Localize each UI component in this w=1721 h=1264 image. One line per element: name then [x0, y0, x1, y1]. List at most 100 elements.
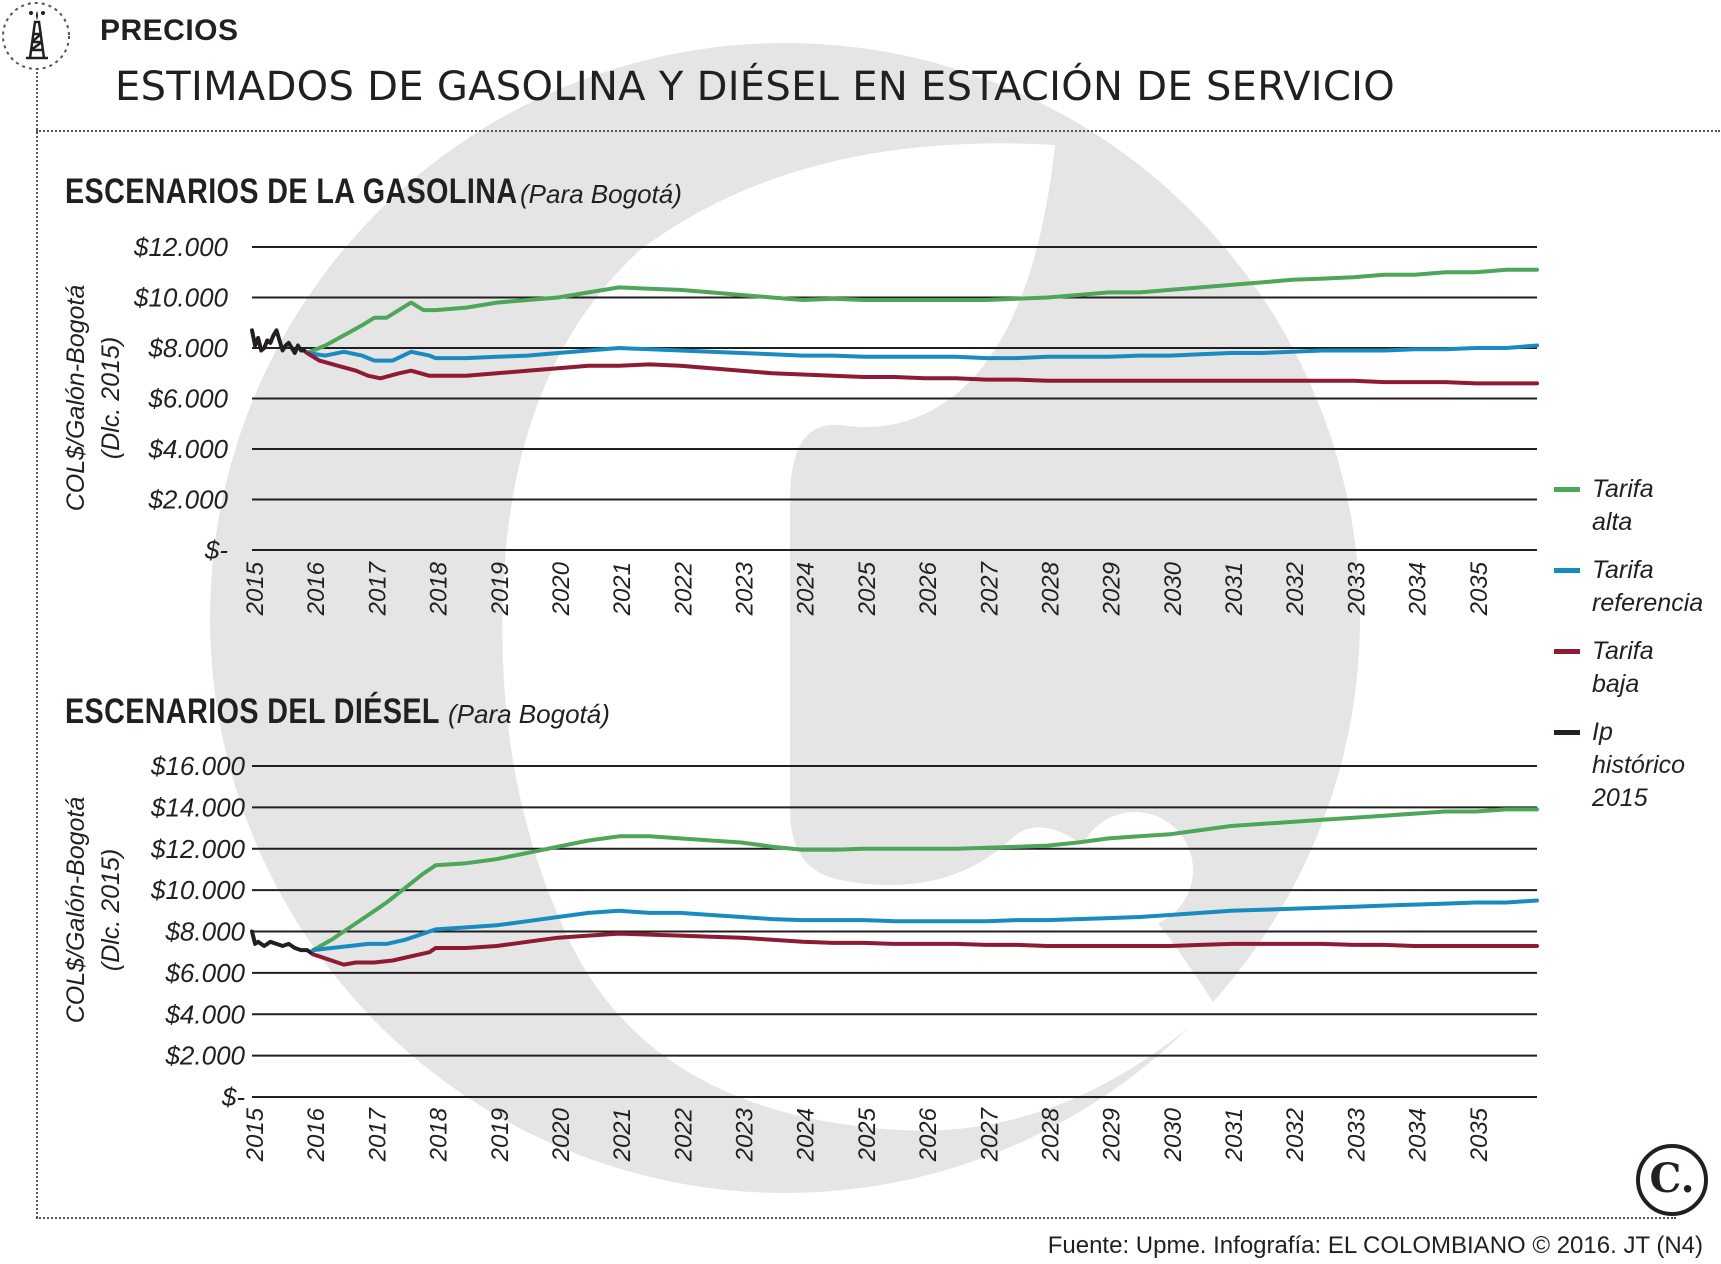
- diesel-x-tick-label: 2022: [670, 1108, 697, 1162]
- gasolina-y-tick-label: $2.000: [147, 485, 228, 515]
- diesel-x-tick-label: 2032: [1282, 1108, 1309, 1162]
- brand-logo-letter: C.: [1649, 1155, 1695, 1202]
- diesel-x-tick-label: 2035: [1466, 1107, 1493, 1162]
- watermark-letter: [502, 143, 1216, 1131]
- diesel-x-tick-label: 2033: [1343, 1107, 1370, 1162]
- gasolina-x-tick-label: 2020: [548, 561, 575, 616]
- section-label: PRECIOS: [100, 14, 239, 47]
- gasolina-x-tick-label: 2017: [364, 560, 391, 616]
- brand-logo: C.: [1636, 1144, 1708, 1216]
- frame-top: [36, 130, 1720, 132]
- diesel-x-tick-label: 2031: [1221, 1108, 1248, 1162]
- diesel-y-tick-label: $16.000: [150, 751, 246, 781]
- diesel-y-axis-label: (Dlc. 2015): [97, 849, 125, 971]
- legend-swatch-baja: [1554, 649, 1580, 654]
- chart-diesel-title: ESCENARIOS DEL DIÉSEL: [65, 692, 440, 731]
- diesel-x-tick-label: 2030: [1160, 1107, 1187, 1162]
- chart-diesel-subtitle: (Para Bogotá): [448, 699, 610, 729]
- diesel-x-tick-label: 2028: [1037, 1107, 1064, 1162]
- oil-derrick-icon: [2, 2, 70, 70]
- diesel-x-tick-label: 2015: [242, 1107, 269, 1162]
- diesel-series-referencia: [311, 898, 1539, 953]
- gasolina-x-tick-label: 2034: [1405, 562, 1432, 616]
- legend-label-alta-2: alta: [1592, 508, 1633, 536]
- diesel-x-tick-label: 2016: [303, 1107, 330, 1162]
- gasolina-x-tick-label: 2027: [976, 560, 1003, 616]
- gasolina-series-baja: [305, 351, 1539, 386]
- chart-gasolina-heading: ESCENARIOS DE LA GASOLINA: [65, 172, 617, 212]
- diesel-x-tick-label: 2029: [1099, 1108, 1126, 1162]
- legend-label-baja-1: Tarifa: [1592, 637, 1654, 665]
- watermark-dot: [1077, 812, 1193, 928]
- gasolina-series-alta: [305, 267, 1539, 355]
- diesel-series-alta: [311, 807, 1539, 953]
- diesel-x-tick-label: 2027: [976, 1106, 1003, 1162]
- diesel-y-tick-label: $12.000: [150, 834, 246, 864]
- gasolina-x-tick-label: 2030: [1160, 561, 1187, 616]
- diesel-x-tick-label: 2017: [364, 1106, 391, 1162]
- legend-swatch-alta: [1554, 487, 1580, 492]
- legend: Tarifa alta Tarifa referencia Tarifa baj…: [1554, 473, 1719, 813]
- diesel-x-tick-label: 2021: [609, 1108, 636, 1162]
- legend-label-historico-1: Ip: [1592, 718, 1613, 746]
- gasolina-y-axis-label: (Dlc. 2015): [97, 337, 125, 459]
- gasolina-x-tick-label: 2028: [1037, 561, 1064, 616]
- gasolina-y-tick-label: $6.000: [147, 384, 228, 414]
- diesel-y-axis-label: COL$/Galón-Bogotá: [62, 797, 90, 1024]
- frame-left: [36, 68, 38, 1218]
- diesel-y-tick-label: $4.000: [164, 999, 245, 1029]
- gasolina-y-tick-label: $4.000: [147, 434, 228, 464]
- gasolina-x-tick-label: 2033: [1343, 561, 1370, 616]
- gasolina-x-tick-label: 2031: [1221, 562, 1248, 616]
- legend-swatch-referencia: [1554, 568, 1580, 573]
- gasolina-y-tick-label: $12.000: [133, 232, 229, 262]
- diesel-x-tick-label: 2024: [793, 1108, 820, 1162]
- diesel-x-tick-label: 2026: [915, 1107, 942, 1162]
- gasolina-x-tick-label: 2021: [609, 562, 636, 616]
- legend-label-alta-1: Tarifa: [1592, 475, 1654, 503]
- frame-bottom: [36, 1217, 1676, 1219]
- gasolina-y-tick-label: $10.000: [133, 283, 229, 313]
- gasolina-x-tick-label: 2024: [793, 562, 820, 616]
- gasolina-x-tick-label: 2029: [1099, 562, 1126, 616]
- chart-diesel-heading: ESCENARIOS DEL DIÉSEL: [65, 692, 522, 732]
- diesel-x-tick-label: 2025: [854, 1107, 881, 1162]
- diesel-gridlines: [252, 765, 1537, 1098]
- legend-label-historico-3: 2015: [1592, 784, 1648, 812]
- diesel-x-tick-label: 2023: [732, 1107, 759, 1162]
- diesel-series-baja: [311, 931, 1539, 967]
- page-title: ESTIMADOS DE GASOLINA Y DIÉSEL EN ESTACI…: [115, 64, 1395, 110]
- gasolina-x-tick-label: 2018: [426, 561, 453, 616]
- diesel-y-tick-label: $14.000: [150, 792, 246, 822]
- legend-label-historico-2: histórico: [1592, 751, 1686, 779]
- diesel-y-tick-label: $6.000: [164, 958, 245, 988]
- gasolina-x-tick-label: 2016: [303, 561, 330, 616]
- diesel-series-historico: [250, 929, 316, 957]
- gasolina-x-tick-label: 2035: [1466, 561, 1493, 616]
- watermark-notch: [1030, 515, 1190, 755]
- gasolina-series-referencia: [305, 343, 1539, 363]
- gasolina-x-tick-label: 2019: [487, 562, 514, 616]
- gasolina-series-historico: [250, 328, 310, 355]
- legend-label-referencia-1: Tarifa: [1592, 556, 1654, 584]
- diesel-y-tick-label: $10.000: [150, 875, 246, 905]
- diesel-x-tick-label: 2018: [426, 1107, 453, 1162]
- gasolina-y-tick-label: $-: [204, 535, 228, 565]
- gasolina-x-tick-label: 2023: [732, 561, 759, 616]
- diesel-y-tick-label: $2.000: [164, 1041, 245, 1071]
- gasolina-x-tick-label: 2025: [854, 561, 881, 616]
- legend-label-referencia-2: referencia: [1592, 589, 1704, 617]
- legend-label-baja-2: baja: [1592, 670, 1640, 698]
- chart-gasolina-title: ESCENARIOS DE LA GASOLINA: [65, 172, 518, 211]
- gasolina-x-tick-label: 2032: [1282, 562, 1309, 616]
- chart-gasolina-subtitle: (Para Bogotá): [520, 179, 682, 209]
- diesel-x-tick-label: 2019: [487, 1108, 514, 1162]
- diesel-x-tick-label: 2020: [548, 1107, 575, 1162]
- gasolina-y-tick-label: $8.000: [147, 333, 228, 363]
- gasolina-gridlines: [252, 246, 1537, 551]
- diesel-y-tick-label: $8.000: [164, 917, 245, 947]
- gasolina-x-tick-label: 2026: [915, 561, 942, 616]
